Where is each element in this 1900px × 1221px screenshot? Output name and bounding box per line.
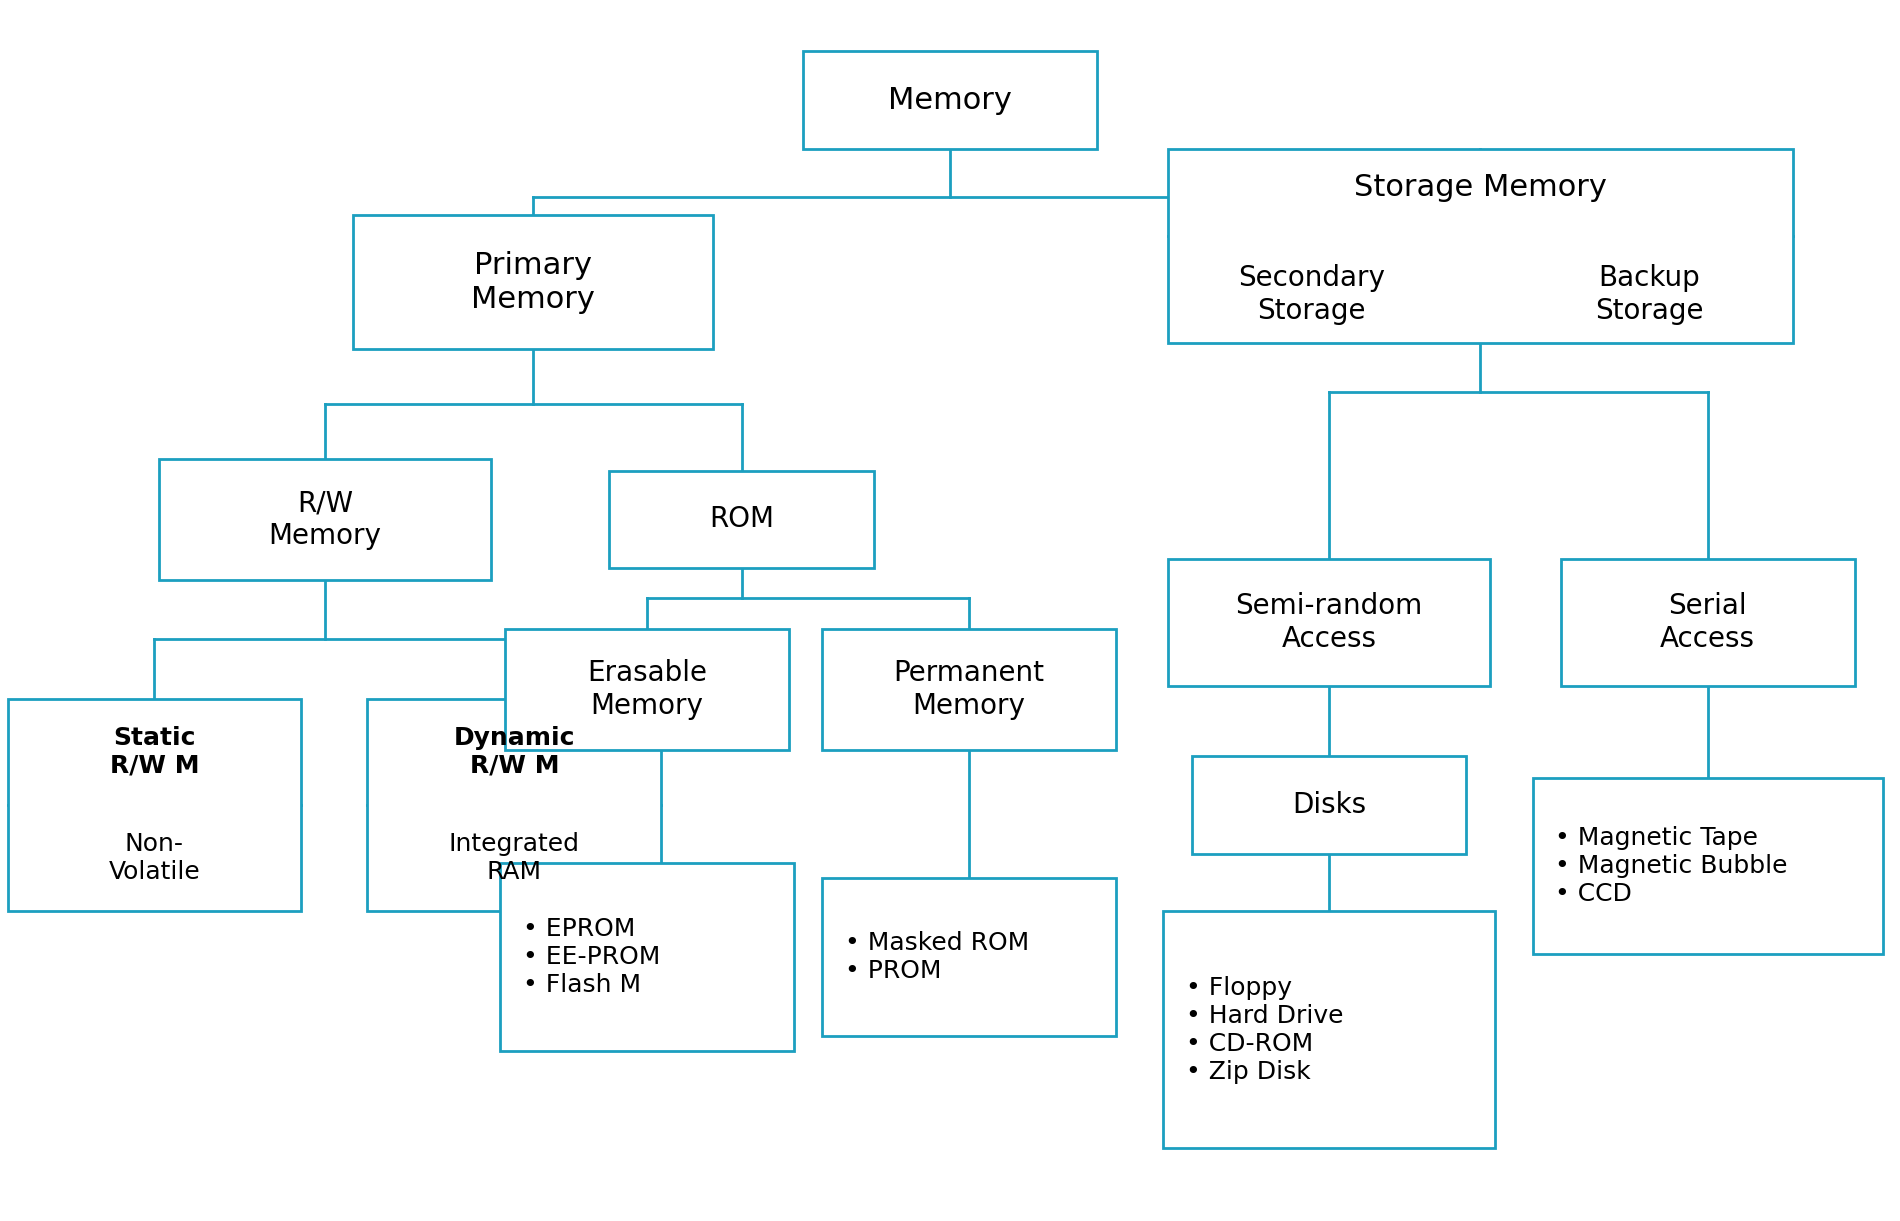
Text: Primary
Memory: Primary Memory	[471, 252, 595, 314]
Text: Secondary
Storage: Secondary Storage	[1239, 264, 1385, 325]
FancyBboxPatch shape	[804, 51, 1096, 149]
FancyBboxPatch shape	[1163, 911, 1495, 1148]
FancyBboxPatch shape	[823, 878, 1115, 1035]
Text: Dynamic
R/W M: Dynamic R/W M	[454, 726, 576, 778]
FancyBboxPatch shape	[1168, 149, 1794, 343]
Text: • EPROM
• EE-PROM
• Flash M: • EPROM • EE-PROM • Flash M	[522, 917, 659, 996]
FancyBboxPatch shape	[1168, 559, 1490, 686]
FancyBboxPatch shape	[8, 698, 302, 911]
Text: Non-
Volatile: Non- Volatile	[108, 833, 200, 884]
FancyBboxPatch shape	[1191, 756, 1467, 853]
FancyBboxPatch shape	[1533, 778, 1883, 954]
FancyBboxPatch shape	[353, 215, 712, 349]
FancyBboxPatch shape	[505, 629, 788, 750]
Text: Static
R/W M: Static R/W M	[110, 726, 200, 778]
Text: Semi-random
Access: Semi-random Access	[1235, 592, 1423, 653]
Text: • Magnetic Tape
• Magnetic Bubble
• CCD: • Magnetic Tape • Magnetic Bubble • CCD	[1556, 825, 1788, 906]
FancyBboxPatch shape	[367, 698, 661, 911]
Text: R/W
Memory: R/W Memory	[268, 490, 382, 549]
FancyBboxPatch shape	[160, 459, 490, 580]
FancyBboxPatch shape	[610, 471, 874, 568]
Text: Serial
Access: Serial Access	[1661, 592, 1756, 653]
Text: Backup
Storage: Backup Storage	[1594, 264, 1704, 325]
Text: Integrated
RAM: Integrated RAM	[448, 833, 580, 884]
Text: Erasable
Memory: Erasable Memory	[587, 659, 707, 719]
Text: Memory: Memory	[887, 85, 1013, 115]
Text: Disks: Disks	[1292, 791, 1366, 819]
FancyBboxPatch shape	[823, 629, 1115, 750]
FancyBboxPatch shape	[500, 863, 794, 1051]
Text: Storage Memory: Storage Memory	[1355, 173, 1607, 201]
Text: • Masked ROM
• PROM: • Masked ROM • PROM	[846, 930, 1030, 983]
Text: ROM: ROM	[709, 505, 773, 534]
Text: Permanent
Memory: Permanent Memory	[893, 659, 1045, 719]
FancyBboxPatch shape	[1562, 559, 1854, 686]
Text: • Floppy
• Hard Drive
• CD-ROM
• Zip Disk: • Floppy • Hard Drive • CD-ROM • Zip Dis…	[1186, 976, 1343, 1083]
